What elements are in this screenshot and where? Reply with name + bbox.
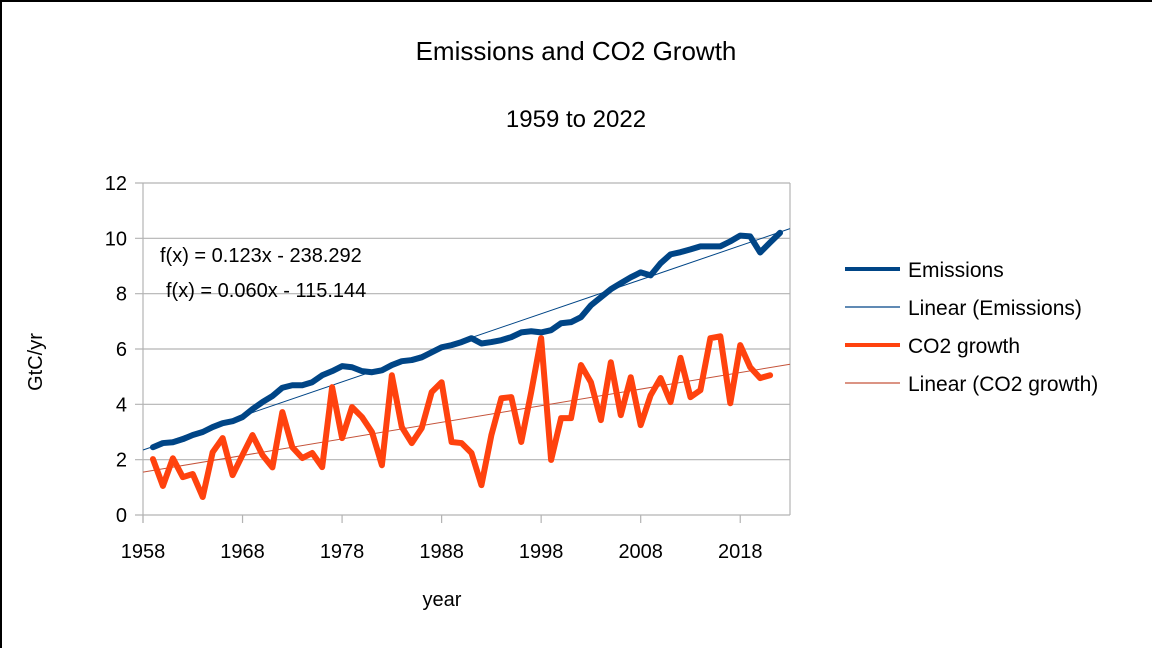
y-tick-label: 10 [105, 228, 127, 250]
y-tick-label: 2 [116, 450, 127, 472]
series-line-emissions [149, 229, 784, 451]
data-series [149, 229, 784, 501]
trend-equation-emissions: f(x) = 0.123x - 238.292 [160, 245, 362, 267]
x-tick-label: 1968 [220, 541, 265, 563]
legend-label: Linear (CO2 growth) [908, 373, 1098, 396]
gridlines [135, 182, 791, 523]
y-tick-label: 8 [116, 284, 127, 306]
chart-title: Emissions and CO2 Growth [416, 36, 737, 66]
y-tick-label: 6 [116, 339, 127, 361]
y-axis-tick-labels: 0 2 4 6 8 10 12 [105, 173, 127, 527]
legend: Emissions Linear (Emissions) CO2 growth Lin… [845, 259, 1098, 396]
x-tick-label: 2008 [618, 541, 663, 563]
y-axis-title: GtC/yr [25, 333, 47, 391]
legend-label: Emissions [908, 259, 1004, 282]
legend-label: CO2 growth [908, 335, 1020, 358]
chart-subtitle: 1959 to 2022 [506, 106, 646, 133]
x-tick-label: 2018 [718, 541, 763, 563]
x-axis-tick-labels: 1958 1968 1978 1988 1998 2008 2018 [121, 541, 763, 563]
x-axis-title: year [423, 589, 462, 611]
trend-equation-co2-growth: f(x) = 0.060x - 115.144 [166, 280, 366, 302]
x-tick-label: 1988 [419, 541, 464, 563]
y-tick-label: 0 [116, 505, 127, 527]
x-tick-label: 1958 [121, 541, 166, 563]
y-tick-label: 12 [105, 173, 127, 195]
y-tick-label: 4 [116, 394, 127, 416]
x-tick-label: 1998 [519, 541, 564, 563]
legend-label: Linear (Emissions) [908, 297, 1082, 320]
x-tick-label: 1978 [320, 541, 365, 563]
trendline-linear-co2-growth [142, 363, 791, 473]
